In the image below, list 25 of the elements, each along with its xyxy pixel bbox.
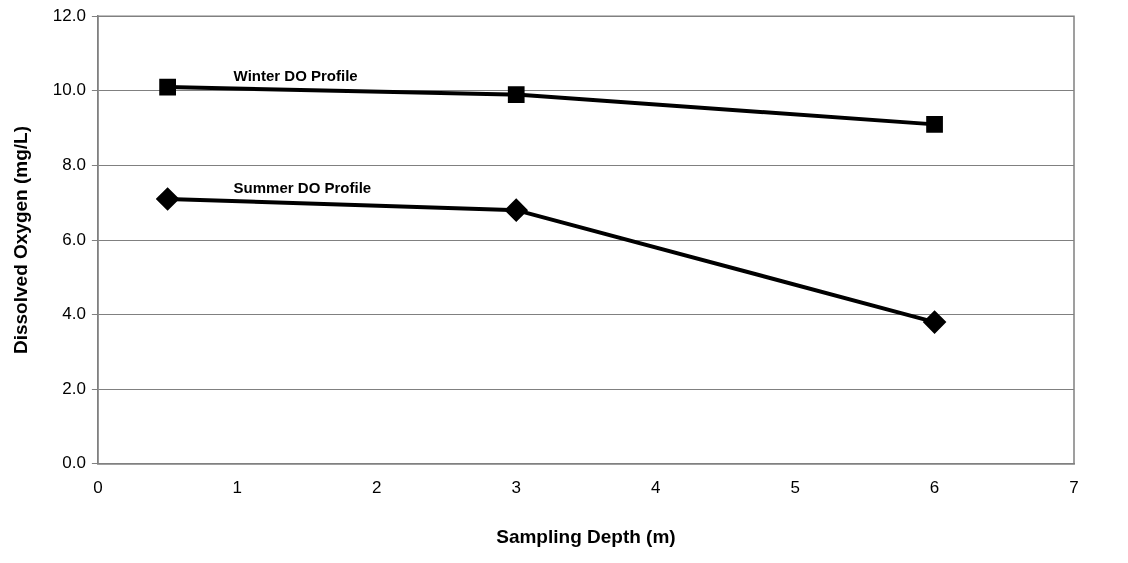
y-tick-label: 10.0 [52, 80, 86, 100]
y-tick-label: 0.0 [62, 453, 86, 473]
point [507, 86, 525, 103]
point [923, 311, 946, 334]
x-axis-title: Sampling Depth (m) [496, 525, 676, 547]
point [505, 199, 528, 222]
y-tick-label: 4.0 [62, 304, 86, 324]
x-tick-label: 0 [93, 477, 103, 497]
point [926, 116, 943, 133]
x-tick-label: 7 [1069, 477, 1079, 497]
x-tick-label: 2 [372, 477, 382, 497]
y-axis-title: Dissolved Oxygen (mg/L) [9, 125, 31, 355]
x-tick-label: 5 [790, 477, 800, 497]
point [156, 187, 179, 210]
x-tick-label: 6 [929, 477, 940, 497]
series-label: Summer DO Profile [233, 178, 372, 196]
x-tick-label: 3 [511, 477, 521, 497]
y-tick-label: 6.0 [62, 229, 86, 249]
y-tick-label: 12.0 [52, 5, 86, 25]
y-tick-label: 8.0 [62, 155, 86, 175]
y-tick-label: 2.0 [62, 378, 86, 398]
x-tick-label: 4 [650, 477, 661, 497]
x-tick-label: 1 [232, 477, 243, 497]
point [159, 78, 176, 96]
series-label: Winter DO Profile [233, 66, 358, 84]
